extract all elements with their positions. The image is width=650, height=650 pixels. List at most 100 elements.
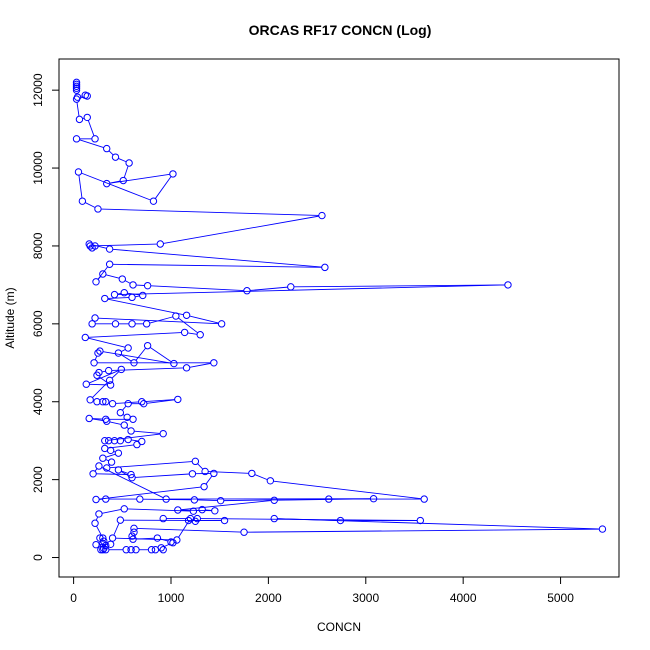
data-point xyxy=(162,495,170,503)
series-segment xyxy=(89,370,119,384)
data-point xyxy=(108,534,117,542)
series-segment xyxy=(85,202,96,208)
data-point xyxy=(102,495,110,503)
data-point xyxy=(97,546,105,554)
data-point xyxy=(85,240,93,248)
data-point xyxy=(132,546,140,554)
data-point xyxy=(119,176,127,185)
data-point xyxy=(127,427,135,435)
data-point xyxy=(103,144,111,153)
data-point xyxy=(130,524,138,533)
data-point xyxy=(217,320,226,328)
data-point xyxy=(170,359,178,368)
data-point xyxy=(86,396,94,404)
data-point xyxy=(93,371,101,379)
x-tick-label: 1000 xyxy=(158,591,185,605)
data-point xyxy=(83,113,91,122)
series-segment xyxy=(111,367,184,371)
data-point xyxy=(114,349,123,357)
data-point xyxy=(72,80,81,89)
data-point xyxy=(127,546,135,554)
y-tick-label: 0 xyxy=(31,554,45,561)
series-segment xyxy=(121,349,126,352)
series-segment xyxy=(293,284,505,288)
series-segment xyxy=(197,499,218,502)
series-segment xyxy=(111,371,120,379)
data-point xyxy=(99,270,107,278)
series-segment xyxy=(107,297,129,299)
series-segment xyxy=(127,508,191,512)
data-point xyxy=(120,505,128,513)
data-point xyxy=(173,536,181,544)
series-segment xyxy=(208,471,249,474)
series-segment xyxy=(96,473,128,475)
series-segment xyxy=(247,528,600,533)
series-segment xyxy=(123,165,129,178)
data-point xyxy=(240,528,248,536)
series-segment xyxy=(102,351,171,364)
data-point xyxy=(129,281,137,289)
series-segment xyxy=(108,150,114,156)
series-segment xyxy=(205,475,213,485)
series-segment xyxy=(131,439,139,442)
data-point xyxy=(243,287,251,295)
data-point xyxy=(128,293,136,302)
series-segment xyxy=(93,243,158,247)
data-point xyxy=(270,514,278,523)
data-point xyxy=(210,469,218,478)
x-tick-label: 3000 xyxy=(352,591,379,605)
data-point xyxy=(504,281,512,289)
series-segment xyxy=(144,399,175,402)
data-point xyxy=(198,505,206,514)
data-point xyxy=(159,514,167,523)
data-point xyxy=(420,495,428,503)
x-axis-label: CONCN xyxy=(317,620,361,634)
data-point xyxy=(147,546,156,554)
data-point xyxy=(105,245,114,253)
data-point xyxy=(74,168,83,176)
x-tick-label: 0 xyxy=(70,591,77,605)
data-point xyxy=(72,86,81,94)
data-point xyxy=(220,516,229,525)
data-point xyxy=(72,135,81,143)
series-segment xyxy=(96,525,102,536)
data-point xyxy=(143,341,152,350)
data-point xyxy=(91,314,99,322)
data-point xyxy=(174,395,182,404)
data-point xyxy=(128,532,136,540)
series-segment xyxy=(105,274,120,279)
data-point xyxy=(107,458,116,466)
data-point xyxy=(75,115,84,124)
data-point xyxy=(159,546,167,554)
data-point xyxy=(140,399,148,408)
data-point xyxy=(133,440,141,449)
series-segment xyxy=(117,284,505,296)
data-point xyxy=(94,205,102,213)
series-segment xyxy=(205,509,212,511)
data-point xyxy=(89,470,97,478)
series-segment xyxy=(95,516,99,521)
data-point xyxy=(83,92,91,100)
series-segment xyxy=(107,433,161,441)
series-segment xyxy=(120,354,132,362)
series-segment xyxy=(117,292,122,295)
data-point xyxy=(116,436,125,445)
y-axis: 0 2000 4000 6000 8000 10000 12000 xyxy=(31,73,60,561)
data-point xyxy=(102,546,110,554)
series-segment xyxy=(107,298,184,316)
data-point xyxy=(321,263,329,272)
series-segment xyxy=(109,421,122,425)
y-tick-label: 8000 xyxy=(31,232,45,259)
data-point xyxy=(318,211,326,220)
series-segment xyxy=(112,263,322,268)
series-segment xyxy=(149,316,173,324)
x-tick-label: 2000 xyxy=(255,591,282,605)
data-point xyxy=(99,546,107,554)
data-point xyxy=(270,496,278,504)
data-point xyxy=(90,359,98,367)
data-point xyxy=(124,435,132,444)
series-segment xyxy=(94,468,98,472)
data-point xyxy=(92,278,100,286)
series-segment xyxy=(113,522,120,536)
